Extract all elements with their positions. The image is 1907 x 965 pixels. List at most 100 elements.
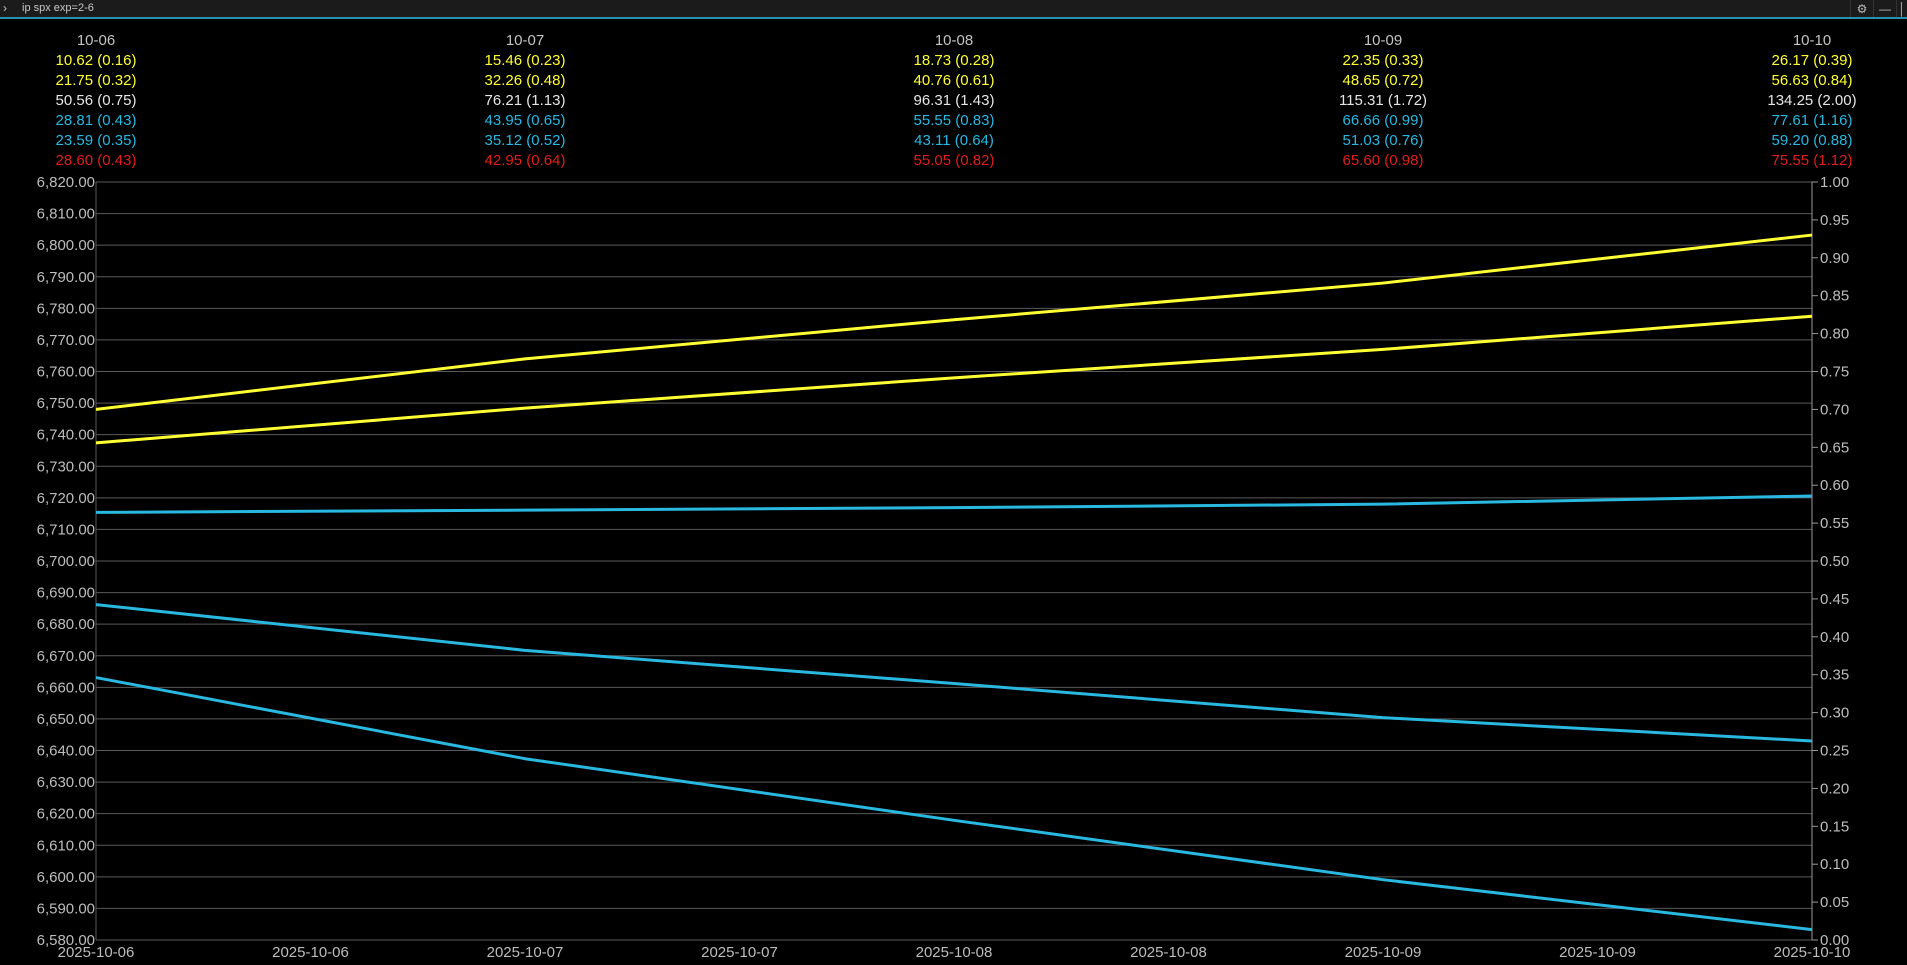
y2-tick-label: 0.60 <box>1820 477 1849 494</box>
x-tick-label: 2025-10-09 <box>1559 944 1636 961</box>
header-date: 10-06 <box>76 32 116 49</box>
header-value: 22.35 (0.33) <box>1342 52 1424 69</box>
x-tick-label: 2025-10-06 <box>58 944 135 961</box>
header-value: 23.59 (0.35) <box>55 132 137 149</box>
y-tick-label: 6,820.00 <box>37 174 95 191</box>
series-line <box>95 676 1813 932</box>
y-tick-label: 6,780.00 <box>37 300 95 317</box>
y2-tick-label: 0.25 <box>1820 743 1849 760</box>
y-tick-label: 6,600.00 <box>37 869 95 886</box>
x-tick-label: 2025-10-09 <box>1345 944 1422 961</box>
series-line <box>95 603 1813 743</box>
y2-tick-label: 0.80 <box>1820 326 1849 343</box>
y-tick-label: 6,610.00 <box>37 837 95 854</box>
y-tick-label: 6,620.00 <box>37 806 95 823</box>
header-value: 96.31 (1.43) <box>913 92 995 109</box>
y2-tick-label: 0.55 <box>1820 515 1849 532</box>
y-tick-label: 6,640.00 <box>37 743 95 760</box>
header-value: 75.55 (1.12) <box>1771 152 1853 169</box>
x-tick-label: 2025-10-07 <box>487 944 564 961</box>
header-value: 51.03 (0.76) <box>1342 132 1424 149</box>
header-value: 21.75 (0.32) <box>55 72 137 89</box>
x-tick-label: 2025-10-08 <box>916 944 993 961</box>
header-value: 18.73 (0.28) <box>913 52 995 69</box>
y-tick-label: 6,770.00 <box>37 332 95 349</box>
y2-tick-label: 0.20 <box>1820 780 1849 797</box>
header-column: 10-09 22.35 (0.33) 48.65 (0.72) 115.31 (1.7… <box>1283 31 1483 171</box>
x-tick-label: 2025-10-08 <box>1130 944 1207 961</box>
header-column: 10-06 10.62 (0.16) 21.75 (0.32) 50.56 (0.75… <box>0 31 196 171</box>
y-tick-label: 6,700.00 <box>37 553 95 570</box>
y-tick-label: 6,800.00 <box>37 237 95 254</box>
series-line <box>95 314 1813 445</box>
header-date: 10-07 <box>505 32 545 49</box>
y2-tick-label: 0.50 <box>1820 553 1849 570</box>
x-tick-label: 2025-10-06 <box>272 944 349 961</box>
header-column: 10-10 26.17 (0.39) 56.63 (0.84) 134.25 (2.0… <box>1712 31 1907 171</box>
header-value: 76.21 (1.13) <box>484 92 566 109</box>
header-value: 134.25 (2.00) <box>1767 92 1857 109</box>
y2-tick-label: 0.70 <box>1820 401 1849 418</box>
header-value: 48.65 (0.72) <box>1342 72 1424 89</box>
header-value: 77.61 (1.16) <box>1771 112 1853 129</box>
series-line <box>95 494 1813 514</box>
y2-tick-label: 0.95 <box>1820 212 1849 229</box>
y-tick-label: 6,750.00 <box>37 395 95 412</box>
header-value: 32.26 (0.48) <box>484 72 566 89</box>
header-value: 55.05 (0.82) <box>913 152 995 169</box>
chevron-right-icon[interactable]: › <box>3 1 7 15</box>
y2-tick-label: 0.10 <box>1820 856 1849 873</box>
header-value: 56.63 (0.84) <box>1771 72 1853 89</box>
x-tick-label: 2025-10-10 <box>1774 944 1851 961</box>
y2-tick-label: 0.45 <box>1820 591 1849 608</box>
chart-grid <box>95 181 1813 941</box>
header-value: 59.20 (0.88) <box>1771 132 1853 149</box>
minimize-icon[interactable]: — <box>1873 0 1896 17</box>
header-column: 10-08 18.73 (0.28) 40.76 (0.61) 96.31 (1.43… <box>854 31 1054 171</box>
y-tick-label: 6,690.00 <box>37 585 95 602</box>
y-tick-label: 6,810.00 <box>37 206 95 223</box>
header-value: 43.11 (0.64) <box>914 132 994 149</box>
header-column: 10-07 15.46 (0.23) 32.26 (0.48) 76.21 (1.13… <box>425 31 625 171</box>
header-value: 28.81 (0.43) <box>55 112 137 129</box>
y2-tick-label: 0.75 <box>1820 364 1849 381</box>
y2-tick-label: 0.05 <box>1820 894 1849 911</box>
header-value: 35.12 (0.52) <box>484 132 566 149</box>
header-value: 115.31 (1.72) <box>1338 92 1428 109</box>
y-tick-label: 6,580.00 <box>37 932 95 949</box>
y2-tick-label: 1.00 <box>1820 174 1849 191</box>
y2-tick-label: 0.30 <box>1820 705 1849 722</box>
y2-tick-label: 0.65 <box>1820 439 1849 456</box>
y-tick-label: 6,670.00 <box>37 648 95 665</box>
y2-tick-label: 0.00 <box>1820 932 1849 949</box>
series-lines <box>95 233 1813 932</box>
window-title: ip spx exp=2-6 <box>22 2 94 14</box>
series-line <box>95 233 1813 411</box>
y-tick-label: 6,740.00 <box>37 427 95 444</box>
y2-tick-label: 0.40 <box>1820 629 1849 646</box>
header-value: 66.66 (0.99) <box>1342 112 1424 129</box>
gear-icon[interactable]: ⚙ <box>1850 0 1873 17</box>
header-value: 42.95 (0.64) <box>484 152 566 169</box>
header-value: 28.60 (0.43) <box>55 152 137 169</box>
maximize-icon[interactable]: │ <box>1896 0 1907 17</box>
x-axis-ticks: 2025-10-06 2025-10-06 2025-10-07 2025-10-07… <box>58 944 1851 961</box>
header-value: 55.55 (0.83) <box>913 112 995 129</box>
x-tick-label: 2025-10-07 <box>701 944 778 961</box>
y-tick-label: 6,710.00 <box>37 521 95 538</box>
header-date: 10-10 <box>1792 32 1832 49</box>
header-value: 65.60 (0.98) <box>1342 152 1424 169</box>
y2-tick-label: 0.15 <box>1820 818 1849 835</box>
y-tick-label: 6,650.00 <box>37 711 95 728</box>
y-tick-label: 6,790.00 <box>37 269 95 286</box>
header-value: 40.76 (0.61) <box>913 72 995 89</box>
header-value: 15.46 (0.23) <box>484 52 566 69</box>
header-value: 10.62 (0.16) <box>55 52 137 69</box>
y-tick-label: 6,590.00 <box>37 900 95 917</box>
y-tick-label: 6,680.00 <box>37 616 95 633</box>
right-axis-ticks: 1.00 0.95 0.90 0.85 0.80 0.75 0.70 0.65 0.60 0.55… <box>1812 174 1849 949</box>
title-bar: › ip spx exp=2-6 ⚙ — │ <box>0 0 1907 19</box>
y-tick-label: 6,720.00 <box>37 490 95 507</box>
header-date: 10-08 <box>934 32 974 49</box>
